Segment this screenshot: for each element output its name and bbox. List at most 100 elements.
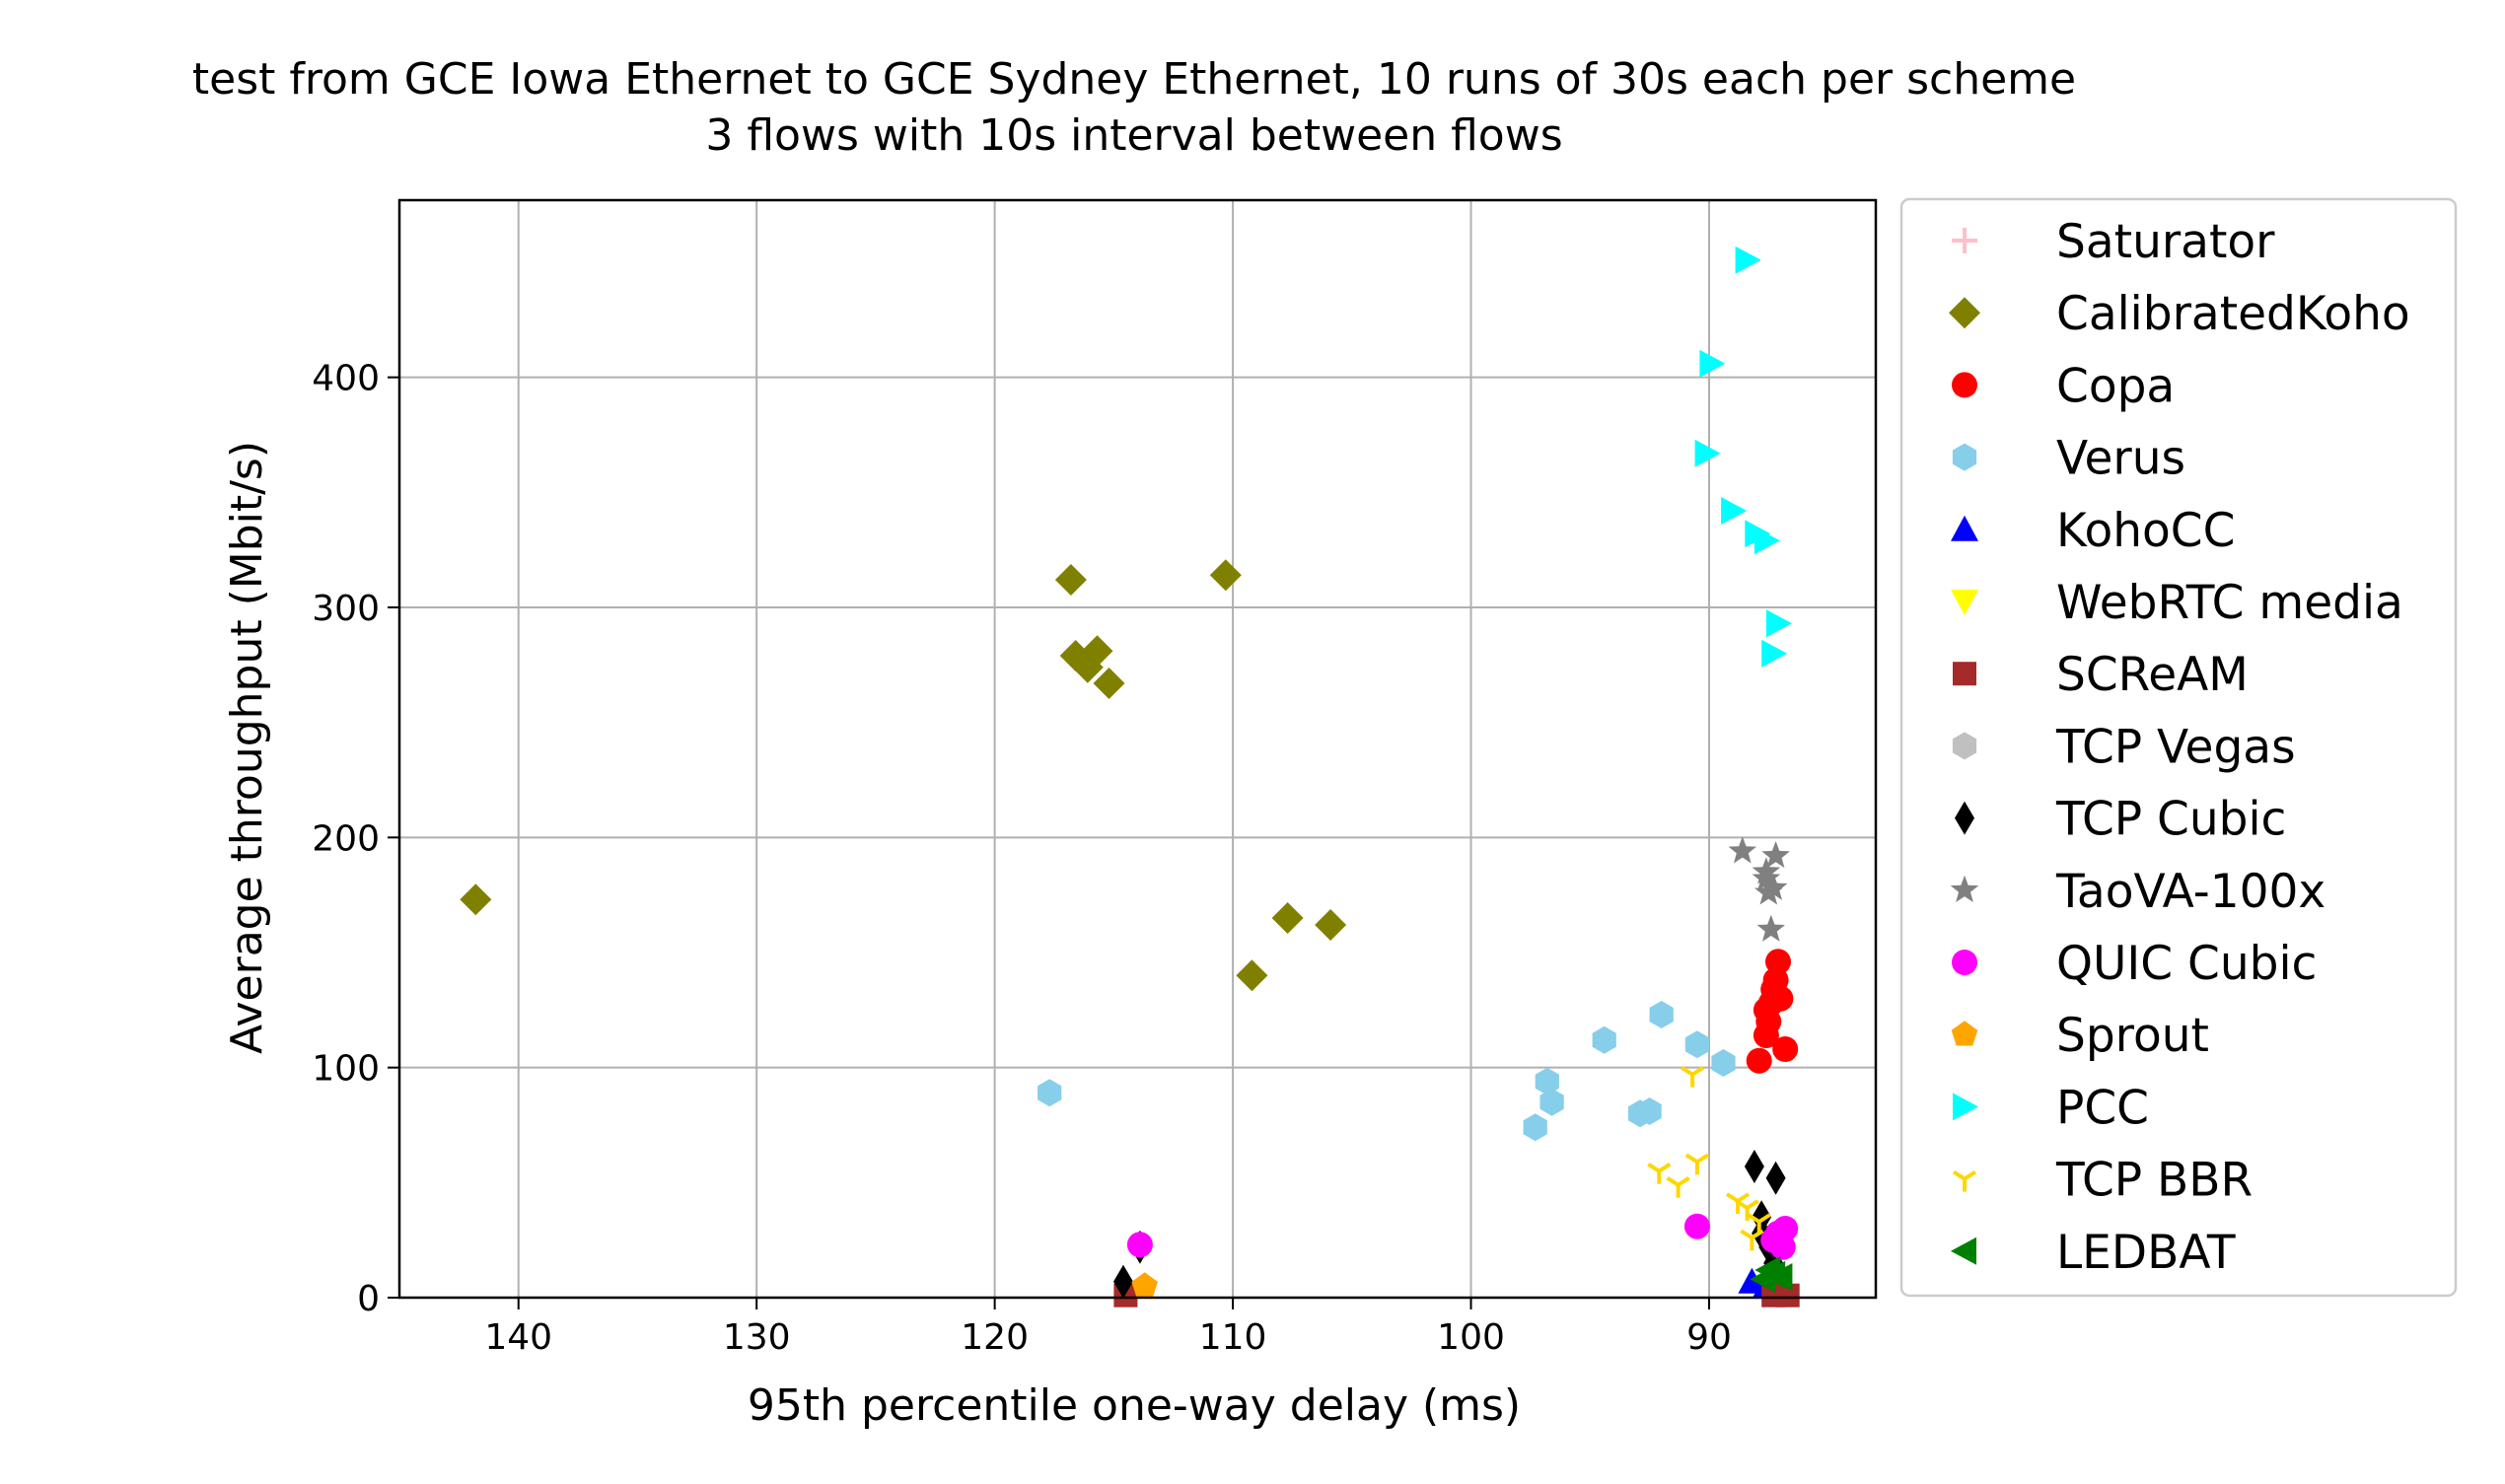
legend-marker-taova-100x (1950, 875, 1979, 902)
point-calibratedkoho (1093, 668, 1125, 699)
legend-marker-quic-cubic (1952, 950, 1977, 975)
point-tcp-cubic (1765, 1161, 1786, 1195)
point-tcp-cubic (1113, 1264, 1133, 1299)
point-calibratedkoho (1081, 635, 1113, 668)
legend-item-kohocc: KohoCC (1951, 504, 2235, 558)
point-taova-100x (1758, 873, 1788, 900)
point-pcc (1766, 609, 1792, 638)
point-quic-cubic (1772, 1216, 1799, 1241)
legend-frame (1899, 197, 2458, 1298)
legend-label-ledbat: LEDBAT (2056, 1226, 2236, 1280)
legend-item-webrtc-media: WebRTC media (1951, 576, 2403, 630)
point-verus (1523, 1113, 1547, 1142)
point-pcc (1735, 246, 1761, 274)
legend-label-sprout: Sprout (2056, 1009, 2209, 1063)
legend-label-verus: Verus (2056, 432, 2185, 486)
legend-item-calibratedkoho: CalibratedKoho (1949, 287, 2410, 341)
point-calibratedkoho (1209, 559, 1242, 592)
point-verus (1649, 1001, 1674, 1028)
point-calibratedkoho (1054, 564, 1087, 596)
plot-area (397, 198, 1878, 1300)
legend-marker-ledbat (1951, 1237, 1976, 1265)
y-tick-label: 400 (312, 359, 380, 399)
point-taova-100x (1728, 836, 1757, 864)
legend-marker-scream (1953, 662, 1976, 686)
point-tcp-bbr (1684, 1153, 1709, 1175)
legend-marker-verus (1952, 443, 1977, 471)
legend-label-scream: SCReAM (2056, 648, 2249, 702)
point-verus (1038, 1079, 1062, 1107)
point-copa (1753, 1023, 1779, 1048)
point-calibratedkoho (460, 883, 492, 916)
legend: Saturator CalibratedKoho Copa Verus KohoCC We… (1899, 197, 2458, 1298)
legend-item-ledbat: LEDBAT (1951, 1226, 2236, 1280)
legend-marker-calibratedkoho (1949, 297, 1980, 329)
point-taova-100x (1752, 857, 1781, 884)
point-sprout (1131, 1272, 1159, 1298)
legend-item-quic-cubic: QUIC Cubic (1952, 937, 2317, 991)
y-tick-label: 100 (312, 1049, 380, 1090)
point-verus (1539, 1088, 1564, 1116)
x-axis-ticks: 140 130 120 110 100 90 (484, 1298, 1732, 1358)
legend-marker-saturator (1952, 228, 1977, 253)
legend-label-taova-100x: TaoVA-100x (2055, 865, 2326, 919)
legend-item-tcp-vegas: TCP Vegas (1952, 720, 2296, 774)
point-taova-100x (1754, 878, 1783, 905)
x-tick-label: 140 (484, 1317, 552, 1358)
x-tick-label: 100 (1437, 1317, 1505, 1358)
legend-item-tcp-bbr: TCP BBR (1952, 1154, 2253, 1208)
point-pcc (1699, 349, 1726, 378)
chart-subtitle: 3 flows with 10s interval between flows (705, 110, 1562, 161)
point-calibratedkoho (1236, 959, 1268, 992)
chart-title: test from GCE Iowa Ethernet to GCE Sydne… (192, 54, 2076, 105)
x-tick-label: 120 (961, 1317, 1029, 1358)
point-verus (1592, 1025, 1616, 1054)
y-tick-label: 0 (357, 1279, 380, 1319)
grid-lines (399, 200, 1876, 1299)
legend-label-calibratedkoho: CalibratedKoho (2056, 287, 2410, 341)
legend-marker-tcp-vegas (1952, 732, 1977, 760)
point-copa (1746, 1047, 1772, 1074)
legend-label-copa: Copa (2056, 359, 2175, 413)
point-verus (1637, 1097, 1662, 1125)
point-tcp-bbr (1666, 1176, 1690, 1198)
data-points (460, 246, 1800, 1307)
x-axis-label: 95th percentile one-way delay (ms) (748, 1380, 1521, 1431)
legend-label-webrtc-media: WebRTC media (2056, 576, 2403, 630)
legend-marker-tcp-cubic (1955, 801, 1974, 835)
legend-item-scream: SCReAM (1953, 648, 2249, 702)
legend-label-tcp-cubic: TCP Cubic (2055, 793, 2286, 847)
x-tick-label: 110 (1199, 1317, 1267, 1358)
point-copa (1753, 997, 1779, 1024)
point-tcp-bbr (1740, 1229, 1764, 1251)
legend-item-copa: Copa (1952, 359, 2175, 413)
legend-label-saturator: Saturator (2056, 215, 2275, 269)
point-copa (1772, 1036, 1799, 1062)
x-tick-label: 90 (1686, 1317, 1732, 1358)
legend-label-tcp-vegas: TCP Vegas (2055, 720, 2296, 774)
point-calibratedkoho (1271, 902, 1304, 934)
point-quic-cubic (1683, 1213, 1710, 1239)
point-tcp-cubic (1744, 1150, 1764, 1183)
point-ledbat (1754, 1256, 1781, 1284)
legend-item-pcc: PCC (1953, 1081, 2149, 1135)
point-pcc (1761, 639, 1788, 668)
point-verus (1535, 1067, 1559, 1095)
legend-marker-kohocc (1951, 515, 1978, 541)
legend-label-pcc: PCC (2056, 1081, 2149, 1135)
legend-label-kohocc: KohoCC (2056, 504, 2235, 558)
legend-label-tcp-bbr: TCP BBR (2055, 1154, 2253, 1208)
point-tcp-bbr (1735, 1199, 1759, 1221)
legend-marker-pcc (1953, 1093, 1978, 1121)
point-taova-100x (1756, 914, 1786, 942)
legend-marker-webrtc-media (1951, 590, 1978, 615)
legend-item-saturator: Saturator (1952, 215, 2275, 269)
point-pcc (1754, 527, 1780, 555)
y-tick-label: 200 (312, 818, 380, 859)
y-axis-ticks: 0 100 200 300 400 (312, 359, 399, 1319)
y-tick-label: 300 (312, 589, 380, 629)
point-tcp-bbr (1681, 1066, 1705, 1088)
legend-item-tcp-cubic: TCP Cubic (1955, 793, 2286, 847)
x-tick-label: 130 (723, 1317, 791, 1358)
